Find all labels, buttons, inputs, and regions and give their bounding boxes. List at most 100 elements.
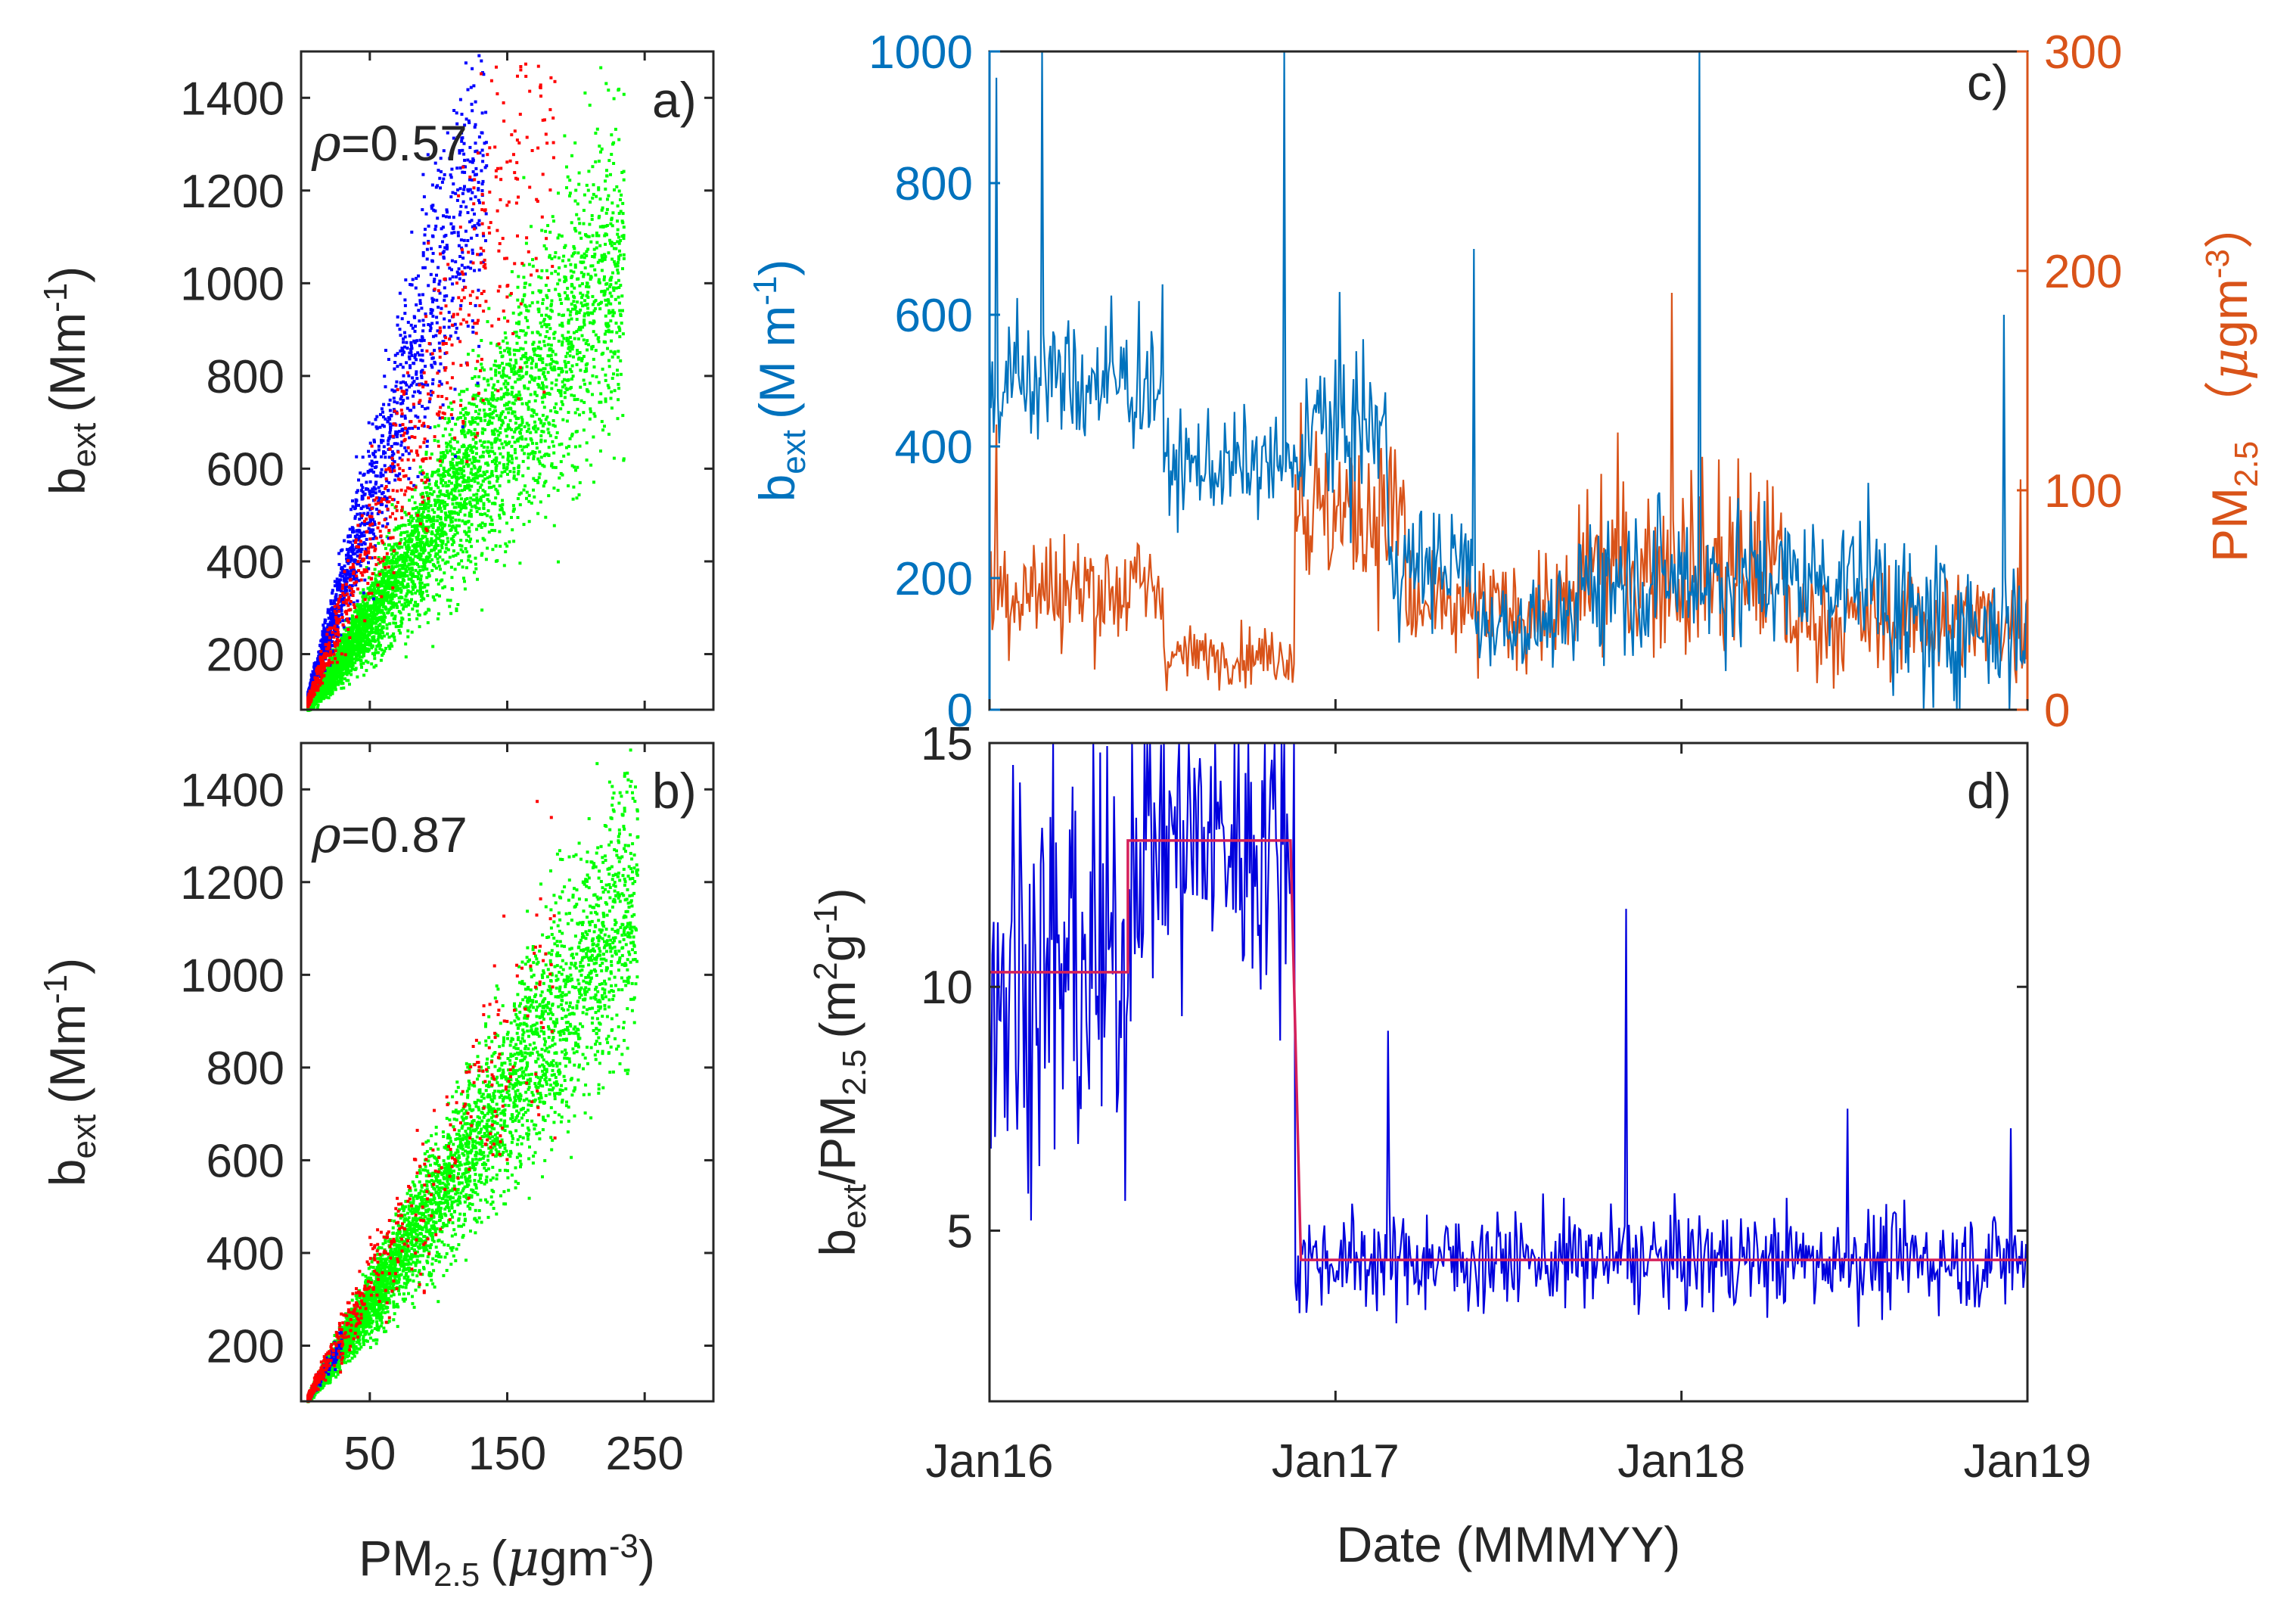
- panel-a-point-green: [427, 571, 430, 575]
- panel-a-point-green: [340, 676, 343, 679]
- panel-a-point-green: [395, 575, 399, 579]
- panel-a-point-green: [474, 506, 478, 510]
- panel-a-point-green: [467, 428, 471, 432]
- panel-a-point-green: [340, 657, 343, 661]
- panel-a-point-green: [449, 529, 452, 532]
- panel-a-point-green: [390, 552, 393, 556]
- panel-a-point-green: [522, 523, 526, 527]
- panel-a-point-green: [434, 542, 438, 546]
- panel-a-point-green: [525, 490, 529, 494]
- panel-a-point-green: [542, 430, 545, 434]
- panel-a-point-green: [468, 488, 472, 492]
- panel-a-point-green: [367, 576, 371, 580]
- panel-a-point-green: [583, 303, 587, 307]
- panel-a-point-green: [616, 232, 620, 236]
- panel-a-point-green: [519, 428, 523, 431]
- panel-a-point-green: [458, 493, 461, 497]
- panel-a-point-green: [377, 617, 381, 621]
- panel-a-point-green: [494, 373, 498, 377]
- panel-a-point-green: [373, 567, 377, 571]
- panel-a-point-green: [354, 654, 358, 658]
- panel-a-point-green: [488, 454, 491, 458]
- panel-a-point-green: [598, 302, 602, 305]
- panel-a-point-green: [421, 492, 424, 495]
- panel-a-point-green: [506, 472, 509, 476]
- panel-a-point-green: [348, 664, 352, 668]
- panel-a-point-green: [512, 395, 516, 399]
- panel-a-point-green: [433, 599, 437, 602]
- panel-a-point-green: [480, 608, 484, 612]
- panel-a-point-green: [347, 662, 351, 666]
- panel-a-point-green: [617, 295, 620, 299]
- panel-a-point-green: [524, 333, 527, 337]
- panel-a-point-green: [566, 378, 570, 382]
- panel-a-point-green: [502, 564, 506, 567]
- panel-a-point-green: [527, 452, 531, 456]
- panel-a-point-green: [473, 375, 477, 378]
- panel-a-points: [306, 54, 626, 712]
- panel-a-point-green: [374, 648, 377, 651]
- panel-a-point-green: [579, 308, 583, 312]
- panel-a-point-green: [549, 303, 553, 306]
- panel-a-point-green: [411, 544, 415, 548]
- panel-a-point-green: [507, 442, 510, 446]
- panel-a-point-green: [567, 452, 570, 456]
- panel-a-point-green: [410, 630, 414, 634]
- panel-a-point-green: [440, 509, 443, 513]
- panel-a-point-green: [443, 474, 446, 477]
- panel-a-point-green: [370, 611, 373, 614]
- panel-a-point-green: [425, 589, 429, 593]
- panel-a-point-green: [503, 440, 507, 444]
- panel-a-point-green: [606, 288, 610, 291]
- panel-a-point-green: [611, 330, 614, 334]
- panel-a-point-green: [368, 633, 371, 637]
- panel-a-point-green: [402, 524, 405, 527]
- panel-a-point-green: [477, 481, 480, 485]
- panel-a-point-green: [394, 602, 398, 605]
- panel-a-point-green: [363, 607, 367, 611]
- panel-a-point-green: [555, 402, 558, 406]
- panel-a-point-green: [331, 692, 334, 695]
- panel-a-point-green: [471, 377, 474, 380]
- panel-a-point-green: [614, 281, 618, 284]
- panel-a-point-green: [390, 592, 393, 596]
- panel-a-point-green: [591, 234, 595, 238]
- panel-a-point-green: [486, 476, 489, 480]
- panel-a-point-green: [503, 349, 506, 353]
- panel-a-point-green: [553, 424, 557, 428]
- panel-a-point-green: [376, 638, 380, 642]
- panel-a-point-green: [613, 260, 616, 263]
- panel-a-point-green: [437, 564, 441, 568]
- panel-a-point-green: [441, 483, 445, 487]
- panel-a-point-green: [362, 588, 365, 592]
- panel-a-point-green: [538, 418, 542, 421]
- panel-a-point-green: [384, 585, 387, 589]
- panel-a-point-green: [520, 435, 524, 439]
- panel-a-point-green: [483, 418, 487, 422]
- panel-a-point-green: [540, 229, 544, 232]
- panel-a-point-green: [580, 296, 584, 300]
- panel-a-point-green: [530, 356, 534, 360]
- panel-a-point-green: [385, 561, 389, 564]
- panel-a-point-green: [493, 462, 497, 465]
- panel-a-point-green: [500, 471, 504, 474]
- panel-a-point-green: [617, 235, 620, 239]
- panel-a-point-green: [420, 592, 424, 596]
- panel-a-point-green: [376, 608, 380, 612]
- panel-a-point-green: [413, 488, 417, 492]
- panel-a-point-green: [419, 493, 423, 496]
- panel-a-point-green: [577, 171, 581, 175]
- panel-a-point-green: [449, 611, 453, 615]
- panel-a-point-green: [371, 617, 374, 620]
- panel-a-point-green: [455, 607, 458, 611]
- panel-a-point-green: [518, 378, 522, 381]
- panel-a-point-green: [424, 452, 428, 456]
- panel-a-point-green: [423, 583, 427, 587]
- panel-a-point-green: [591, 393, 594, 396]
- panel-a-point-green: [381, 617, 385, 620]
- panel-a-point-green: [621, 212, 625, 216]
- panel-a-point-green: [499, 438, 502, 442]
- panel-a-point-green: [348, 682, 351, 686]
- panel-a-point-green: [505, 375, 508, 378]
- panel-a-point-green: [599, 449, 602, 453]
